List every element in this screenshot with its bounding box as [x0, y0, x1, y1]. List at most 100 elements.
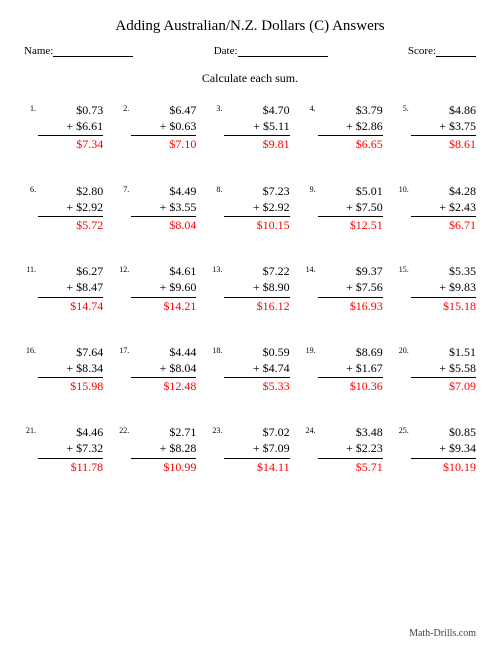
problem-body: $9.37+ $7.56$16.93	[318, 263, 383, 314]
problem-body: $4.44+ $8.04$12.48	[131, 344, 196, 395]
problem-number: 5.	[397, 102, 411, 113]
answer: $14.74	[38, 298, 103, 314]
answer: $14.11	[224, 459, 289, 475]
problem: 5.$4.86+ $3.75$8.61	[397, 102, 476, 153]
answer: $8.04	[131, 217, 196, 233]
problem-body: $0.85+ $9.34$10.19	[411, 424, 476, 475]
score-label: Score:	[408, 45, 436, 57]
date-label: Date:	[214, 45, 238, 57]
problem-body: $5.35+ $9.83$15.18	[411, 263, 476, 314]
answer: $16.12	[224, 298, 289, 314]
answer: $12.51	[318, 217, 383, 233]
addend-2: + $8.28	[131, 440, 196, 458]
problem: 6.$2.80+ $2.92$5.72	[24, 183, 103, 234]
problem-body: $2.80+ $2.92$5.72	[38, 183, 103, 234]
score-blank	[436, 46, 476, 57]
problem-number: 3.	[210, 102, 224, 113]
addend-1: $4.28	[411, 183, 476, 199]
answer: $16.93	[318, 298, 383, 314]
problem-number: 9.	[304, 183, 318, 194]
problem-body: $7.64+ $8.34$15.98	[38, 344, 103, 395]
problem: 3.$4.70+ $5.11$9.81	[210, 102, 289, 153]
problem-body: $7.22+ $8.90$16.12	[224, 263, 289, 314]
date-blank	[238, 46, 328, 57]
addend-2: + $8.04	[131, 360, 196, 378]
answer: $5.72	[38, 217, 103, 233]
problem: 16.$7.64+ $8.34$15.98	[24, 344, 103, 395]
addend-2: + $6.61	[38, 118, 103, 136]
answer: $10.99	[131, 459, 196, 475]
addend-2: + $9.34	[411, 440, 476, 458]
addend-1: $7.22	[224, 263, 289, 279]
addend-1: $7.23	[224, 183, 289, 199]
addend-1: $4.61	[131, 263, 196, 279]
addend-1: $9.37	[318, 263, 383, 279]
addend-2: + $1.67	[318, 360, 383, 378]
addend-2: + $3.55	[131, 199, 196, 217]
problem: 14.$9.37+ $7.56$16.93	[304, 263, 383, 314]
problem: 2.$6.47+ $0.63$7.10	[117, 102, 196, 153]
problem-number: 7.	[117, 183, 131, 194]
problem-number: 14.	[304, 263, 318, 274]
problem-body: $4.86+ $3.75$8.61	[411, 102, 476, 153]
addend-1: $3.48	[318, 424, 383, 440]
addend-1: $4.46	[38, 424, 103, 440]
problem-body: $3.79+ $2.86$6.65	[318, 102, 383, 153]
problem-body: $2.71+ $8.28$10.99	[131, 424, 196, 475]
addend-1: $4.70	[224, 102, 289, 118]
answer: $7.34	[38, 136, 103, 152]
problem-body: $6.47+ $0.63$7.10	[131, 102, 196, 153]
problem-number: 22.	[117, 424, 131, 435]
problem: 17.$4.44+ $8.04$12.48	[117, 344, 196, 395]
problem: 12.$4.61+ $9.60$14.21	[117, 263, 196, 314]
problem-number: 8.	[210, 183, 224, 194]
name-blank	[53, 46, 133, 57]
addend-2: + $7.50	[318, 199, 383, 217]
problem: 1.$0.73+ $6.61$7.34	[24, 102, 103, 153]
addend-2: + $9.60	[131, 279, 196, 297]
addend-1: $0.73	[38, 102, 103, 118]
problem-number: 11.	[24, 263, 38, 274]
problem-body: $6.27+ $8.47$14.74	[38, 263, 103, 314]
problem: 15.$5.35+ $9.83$15.18	[397, 263, 476, 314]
addend-2: + $4.74	[224, 360, 289, 378]
answer: $6.71	[411, 217, 476, 233]
addend-2: + $7.09	[224, 440, 289, 458]
addend-1: $5.35	[411, 263, 476, 279]
answer: $15.98	[38, 378, 103, 394]
problem-body: $7.23+ $2.92$10.15	[224, 183, 289, 234]
addend-1: $4.86	[411, 102, 476, 118]
problem-number: 23.	[210, 424, 224, 435]
addend-1: $5.01	[318, 183, 383, 199]
problem: 8.$7.23+ $2.92$10.15	[210, 183, 289, 234]
problem-number: 6.	[24, 183, 38, 194]
meta-row: Name: Date: Score:	[24, 45, 476, 57]
addend-1: $6.47	[131, 102, 196, 118]
name-label: Name:	[24, 45, 53, 57]
addend-2: + $7.56	[318, 279, 383, 297]
problem-body: $8.69+ $1.67$10.36	[318, 344, 383, 395]
problem: 13.$7.22+ $8.90$16.12	[210, 263, 289, 314]
problem-number: 12.	[117, 263, 131, 274]
answer: $9.81	[224, 136, 289, 152]
problem-body: $0.59+ $4.74$5.33	[224, 344, 289, 395]
addend-2: + $2.92	[38, 199, 103, 217]
addend-2: + $2.86	[318, 118, 383, 136]
date-field: Date:	[214, 45, 328, 57]
score-field: Score:	[408, 45, 476, 57]
addend-2: + $5.58	[411, 360, 476, 378]
problem-number: 2.	[117, 102, 131, 113]
problem-body: $4.61+ $9.60$14.21	[131, 263, 196, 314]
problem-number: 13.	[210, 263, 224, 274]
problem: 4.$3.79+ $2.86$6.65	[304, 102, 383, 153]
addend-2: + $9.83	[411, 279, 476, 297]
problem: 20.$1.51+ $5.58$7.09	[397, 344, 476, 395]
problem: 7.$4.49+ $3.55$8.04	[117, 183, 196, 234]
answer: $10.15	[224, 217, 289, 233]
page-title: Adding Australian/N.Z. Dollars (C) Answe…	[24, 18, 476, 35]
problem-body: $4.49+ $3.55$8.04	[131, 183, 196, 234]
problem-number: 18.	[210, 344, 224, 355]
addend-1: $3.79	[318, 102, 383, 118]
addend-2: + $0.63	[131, 118, 196, 136]
problem-body: $4.70+ $5.11$9.81	[224, 102, 289, 153]
